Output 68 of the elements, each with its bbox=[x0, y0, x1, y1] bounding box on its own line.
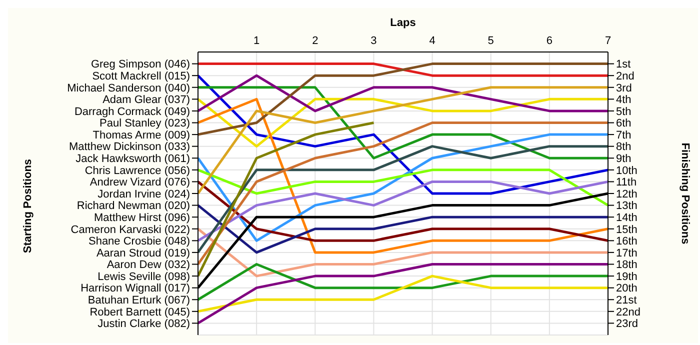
category-label: Michael Sanderson (040) bbox=[67, 82, 190, 94]
y2-tick-label: 17th bbox=[616, 247, 638, 260]
y2-tick-label: 14th bbox=[616, 212, 638, 224]
category-label: Jordan Irvine (024) bbox=[98, 188, 190, 200]
category-label: Andrew Vizard (076) bbox=[90, 176, 190, 189]
category-label: Scott Mackrell (015) bbox=[92, 70, 190, 82]
category-label: Matthew Dickinson (033) bbox=[68, 141, 190, 154]
category-label: Jack Hawksworth (061) bbox=[76, 153, 190, 166]
y2-tick-label: 21st bbox=[616, 294, 637, 307]
y2-tick-label: 12th bbox=[616, 188, 638, 200]
y2-tick-label: 6th bbox=[616, 118, 632, 130]
line-series bbox=[198, 228, 608, 278]
category-label: Justin Clarke (082) bbox=[98, 318, 190, 330]
category-label: Chris Lawrence (056) bbox=[84, 164, 190, 177]
y2-tick-label: 11th bbox=[616, 176, 637, 189]
x-axis-title: Laps bbox=[390, 16, 416, 29]
text: Starting Positions bbox=[22, 158, 34, 254]
category-label: Adam Glear (037) bbox=[102, 94, 190, 106]
y2-axis-title: Finishing Positions bbox=[679, 142, 692, 244]
y2-tick-label: 19th bbox=[616, 270, 638, 283]
line-series bbox=[198, 204, 608, 254]
y2-tick-label: 18th bbox=[616, 259, 638, 272]
line-series bbox=[198, 145, 608, 254]
y2-tick-label: 22nd bbox=[616, 306, 640, 318]
category-label: Thomas Arme (009) bbox=[92, 129, 190, 142]
category-label: Lewis Seville (098) bbox=[98, 270, 190, 283]
y2-tick-label: 13th bbox=[616, 200, 638, 212]
x-tick-label: 2 bbox=[312, 35, 318, 47]
category-label: Robert Barnett (045) bbox=[90, 306, 190, 318]
y2-tick-label: 15th bbox=[616, 224, 638, 236]
category-label: Harrison Wignall (017) bbox=[80, 282, 190, 295]
y2-tick-label: 7th bbox=[616, 129, 632, 142]
line-series bbox=[198, 62, 608, 136]
y2-tick-label: 8th bbox=[616, 141, 632, 154]
line-series bbox=[198, 263, 608, 301]
line-series bbox=[198, 168, 608, 207]
x-tick-label: 3 bbox=[370, 35, 377, 47]
y2-tick-label: 1st bbox=[616, 58, 631, 71]
category-label: Batuhan Erturk (067) bbox=[88, 294, 190, 307]
line-series bbox=[198, 274, 608, 313]
line-series bbox=[198, 263, 608, 324]
x-tick-label: 1 bbox=[254, 35, 260, 47]
category-label: Cameron Karvaski (022) bbox=[70, 224, 190, 236]
category-label: Greg Simpson (046) bbox=[90, 58, 190, 71]
line-series bbox=[198, 98, 608, 254]
category-label: Paul Stanley (023) bbox=[100, 118, 190, 130]
category-label: Richard Newman (020) bbox=[76, 200, 190, 212]
x-tick-label: 7 bbox=[604, 35, 612, 47]
x-tick-label: 6 bbox=[546, 35, 552, 47]
category-label: Shane Crosbie (048) bbox=[88, 236, 190, 248]
x-tick-label: 5 bbox=[488, 35, 494, 47]
category-label: Matthew Hirst (096) bbox=[94, 212, 190, 224]
line-series bbox=[198, 122, 608, 266]
x-tick-label: 4 bbox=[429, 35, 436, 47]
line-series bbox=[198, 122, 375, 278]
y2-tick-label: 23rd bbox=[616, 318, 638, 330]
category-label: Aaron Dew (032) bbox=[106, 259, 190, 272]
y2-tick-label: 9th bbox=[616, 153, 632, 166]
y2-tick-label: 3rd bbox=[616, 82, 632, 94]
y2-tick-label: 2nd bbox=[616, 70, 634, 82]
category-label: Aaran Stroud (019) bbox=[96, 247, 190, 260]
category-label: Darragh Cormack (049) bbox=[74, 106, 190, 118]
y2-tick-label: 20th bbox=[616, 282, 638, 295]
y2-tick-label: 4th bbox=[616, 94, 632, 106]
y2-tick-label: 5th bbox=[616, 106, 632, 118]
line-series bbox=[198, 74, 608, 112]
y2-tick-label: 16th bbox=[616, 236, 638, 248]
y2-tick-label: 10th bbox=[616, 164, 638, 177]
